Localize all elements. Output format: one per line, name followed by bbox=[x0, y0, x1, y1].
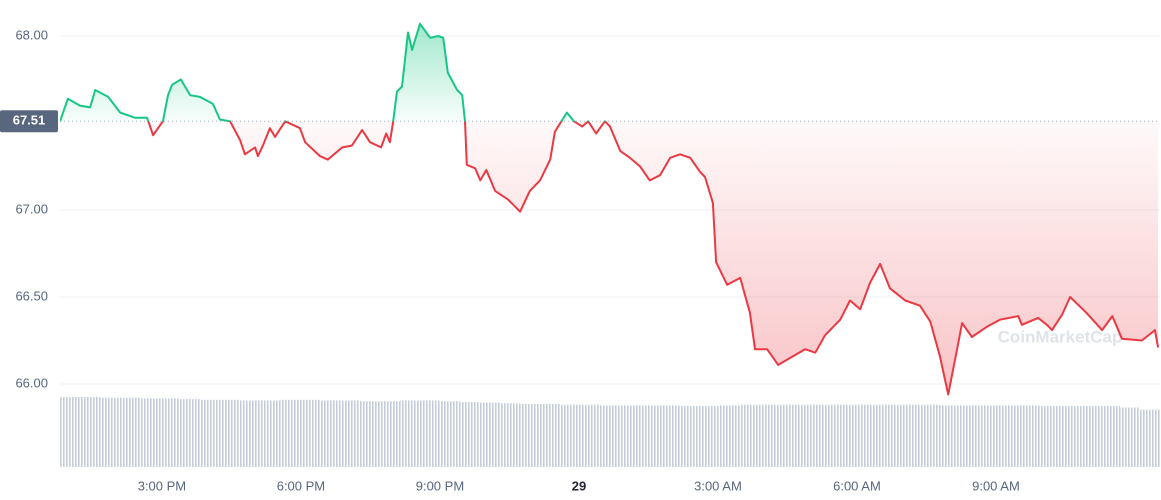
volume bbox=[60, 397, 1160, 467]
volume-bar bbox=[840, 404, 860, 467]
x-tick-label: 6:00 PM bbox=[277, 478, 325, 493]
volume-bar bbox=[320, 400, 340, 467]
y-tick-label: 68.00 bbox=[15, 27, 48, 42]
volume-bar bbox=[900, 404, 920, 467]
volume-bar bbox=[740, 404, 760, 467]
volume-bar bbox=[680, 406, 700, 467]
volume-bar bbox=[1020, 405, 1040, 467]
volume-bar bbox=[780, 404, 800, 467]
volume-bar bbox=[220, 399, 240, 467]
price bbox=[60, 22, 1160, 396]
volume-bar bbox=[280, 399, 300, 467]
volume-bar bbox=[1080, 406, 1100, 467]
volume-bar bbox=[100, 397, 120, 467]
volume-bar bbox=[400, 400, 420, 467]
volume-bar bbox=[1000, 405, 1020, 467]
volume-bar bbox=[860, 404, 880, 467]
price-area bbox=[60, 23, 1159, 395]
y-tick-label: 66.00 bbox=[15, 375, 48, 390]
volume-bar bbox=[720, 405, 740, 467]
baseline-box bbox=[0, 110, 58, 133]
x-tick-label: 6:00 AM bbox=[833, 478, 881, 493]
volume-bar bbox=[520, 404, 540, 467]
volume-bar bbox=[880, 404, 900, 467]
volume-bar bbox=[480, 402, 500, 467]
volume-bar bbox=[80, 397, 100, 467]
x-tick-label: 9:00 AM bbox=[972, 478, 1020, 493]
x-tick-label: 29 bbox=[572, 478, 586, 493]
volume-bar bbox=[260, 400, 280, 467]
x-tick-label: 3:00 AM bbox=[694, 478, 742, 493]
volume-bar bbox=[580, 404, 600, 467]
volume-bar bbox=[500, 403, 520, 467]
volume-bar bbox=[360, 401, 380, 467]
volume-bar bbox=[940, 405, 960, 467]
volume-bar bbox=[340, 400, 360, 467]
x-tick-label: 3:00 PM bbox=[138, 478, 186, 493]
volume-bar bbox=[1060, 406, 1080, 467]
volume-bar bbox=[700, 406, 720, 467]
volume-bar bbox=[300, 399, 320, 467]
volume-bar bbox=[420, 400, 440, 467]
labels: 66.00 66.50 67.00 68.00 3:00 PM 6:00 PM 9:00 P… bbox=[0, 27, 1020, 493]
volume-bar bbox=[180, 399, 200, 467]
volume-bar bbox=[560, 404, 580, 467]
volume-bar bbox=[1100, 406, 1120, 467]
x-tick-label: 9:00 PM bbox=[416, 478, 464, 493]
volume-bar bbox=[200, 399, 220, 467]
volume-bar bbox=[540, 404, 560, 467]
volume-bar bbox=[1040, 406, 1060, 467]
volume-bar bbox=[1140, 409, 1160, 467]
volume-bar bbox=[980, 405, 1000, 467]
volume-bar bbox=[120, 397, 140, 467]
volume-bar bbox=[60, 397, 80, 467]
volume-bar bbox=[380, 401, 400, 467]
volume-bar bbox=[460, 401, 480, 467]
volume-bar bbox=[960, 405, 980, 467]
volume-bar bbox=[600, 405, 620, 467]
volume-bar bbox=[640, 405, 660, 467]
price-line bbox=[60, 22, 1160, 396]
volume-bar bbox=[160, 398, 180, 467]
y-tick-label: 67.00 bbox=[15, 201, 48, 216]
watermark: CoinMarketCap bbox=[998, 327, 1123, 346]
volume-bar bbox=[920, 404, 940, 467]
volume-bar bbox=[440, 401, 460, 467]
volume-bar bbox=[660, 405, 680, 467]
volume-bar bbox=[620, 405, 640, 467]
baseline-label: 67.51 bbox=[13, 113, 46, 128]
volume-bar bbox=[800, 404, 820, 467]
volume-bar bbox=[820, 404, 840, 467]
volume-bar bbox=[140, 398, 160, 467]
y-tick-label: 66.50 bbox=[15, 288, 48, 303]
volume-bar bbox=[1120, 407, 1140, 467]
volume-bar bbox=[240, 400, 260, 467]
volume-bar bbox=[760, 404, 780, 467]
